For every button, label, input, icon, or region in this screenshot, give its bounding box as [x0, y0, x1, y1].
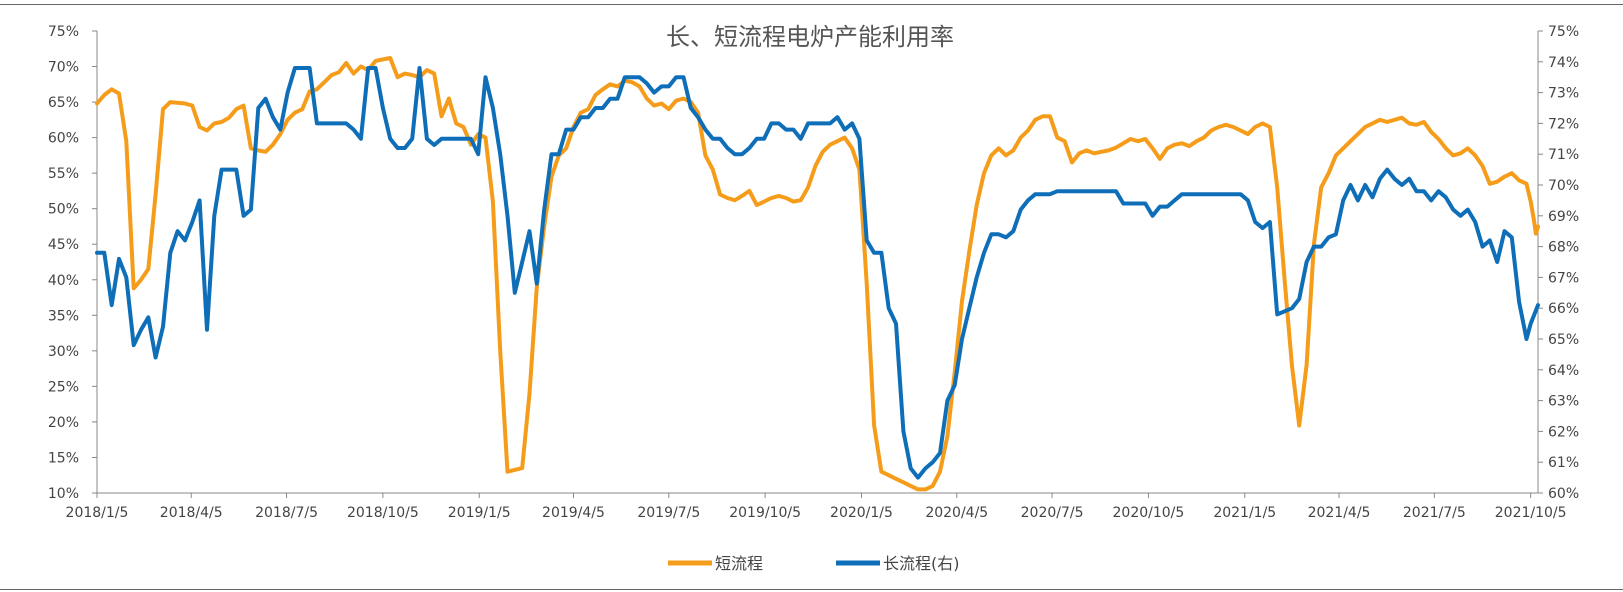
- right-tick-label: 67%: [1548, 270, 1579, 286]
- left-tick-label: 55%: [48, 166, 79, 182]
- right-tick-label: 62%: [1548, 424, 1579, 440]
- plot-series: [95, 56, 1540, 492]
- series-line-long-process: [95, 66, 1540, 480]
- right-tick-label: 68%: [1548, 240, 1579, 256]
- left-tick-label: 70%: [48, 60, 79, 76]
- x-tick-label: 2018/4/5: [160, 505, 223, 521]
- left-tick-label: 60%: [48, 131, 79, 147]
- x-tick-label: 2020/1/5: [830, 505, 893, 521]
- x-tick-label: 2019/10/5: [729, 505, 801, 521]
- right-tick-label: 71%: [1548, 147, 1579, 163]
- legend-label-long-process: 长流程(右): [883, 554, 960, 573]
- right-tick-label: 69%: [1548, 209, 1579, 225]
- x-tick-label: 2021/1/5: [1213, 505, 1276, 521]
- x-tick-label: 2021/4/5: [1308, 505, 1371, 521]
- left-tick-label: 65%: [48, 95, 79, 111]
- x-tick-label: 2019/7/5: [637, 505, 700, 521]
- x-tick-label: 2020/4/5: [925, 505, 988, 521]
- left-tick-label: 35%: [48, 308, 79, 324]
- legend: 短流程 长流程(右): [668, 554, 960, 573]
- left-tick-label: 50%: [48, 202, 79, 218]
- x-tick-label: 2019/4/5: [542, 505, 605, 521]
- left-tick-label: 40%: [48, 273, 79, 289]
- right-tick-label: 70%: [1548, 178, 1579, 194]
- x-tick-label: 2018/1/5: [66, 505, 129, 521]
- x-tick-label: 2021/10/5: [1495, 505, 1567, 521]
- right-tick-label: 61%: [1548, 455, 1579, 471]
- right-y-axis: 60% 61% 62% 63% 64% 65% 66% 67% 68% 69% 70% 71% 72% 7…: [1537, 24, 1579, 502]
- right-tick-label: 75%: [1548, 24, 1579, 40]
- left-tick-label: 45%: [48, 237, 79, 253]
- right-tick-label: 64%: [1548, 363, 1579, 379]
- left-tick-label: 10%: [48, 486, 79, 502]
- x-tick-label: 2021/7/5: [1403, 505, 1466, 521]
- left-tick-label: 30%: [48, 344, 79, 360]
- left-tick-label: 25%: [48, 379, 79, 395]
- right-tick-label: 66%: [1548, 301, 1579, 317]
- x-tick-label: 2018/7/5: [255, 505, 318, 521]
- x-tick-label: 2019/1/5: [448, 505, 511, 521]
- left-tick-label: 15%: [48, 450, 79, 466]
- right-tick-label: 73%: [1548, 86, 1579, 102]
- left-y-axis: 10% 15% 20% 25% 30% 35% 40% 45% 50% 55% 60% 65% 70% 7…: [48, 24, 98, 502]
- left-tick-label: 75%: [48, 24, 79, 40]
- series-line-short-process: [95, 56, 1540, 492]
- legend-label-short-process: 短流程: [715, 554, 763, 573]
- x-tick-label: 2020/10/5: [1113, 505, 1185, 521]
- x-tick-label: 2018/10/5: [347, 505, 419, 521]
- right-tick-label: 72%: [1548, 116, 1579, 132]
- right-tick-label: 63%: [1548, 394, 1579, 410]
- left-tick-label: 20%: [48, 415, 79, 431]
- right-tick-label: 65%: [1548, 332, 1579, 348]
- chart-title: 长、短流程电炉产能利用率: [666, 23, 954, 51]
- right-tick-label: 74%: [1548, 55, 1579, 71]
- x-tick-label: 2020/7/5: [1021, 505, 1084, 521]
- right-tick-label: 60%: [1548, 486, 1579, 502]
- x-axis: 2018/1/5 2018/4/5 2018/7/5 2018/10/5 2019/1/…: [66, 492, 1567, 521]
